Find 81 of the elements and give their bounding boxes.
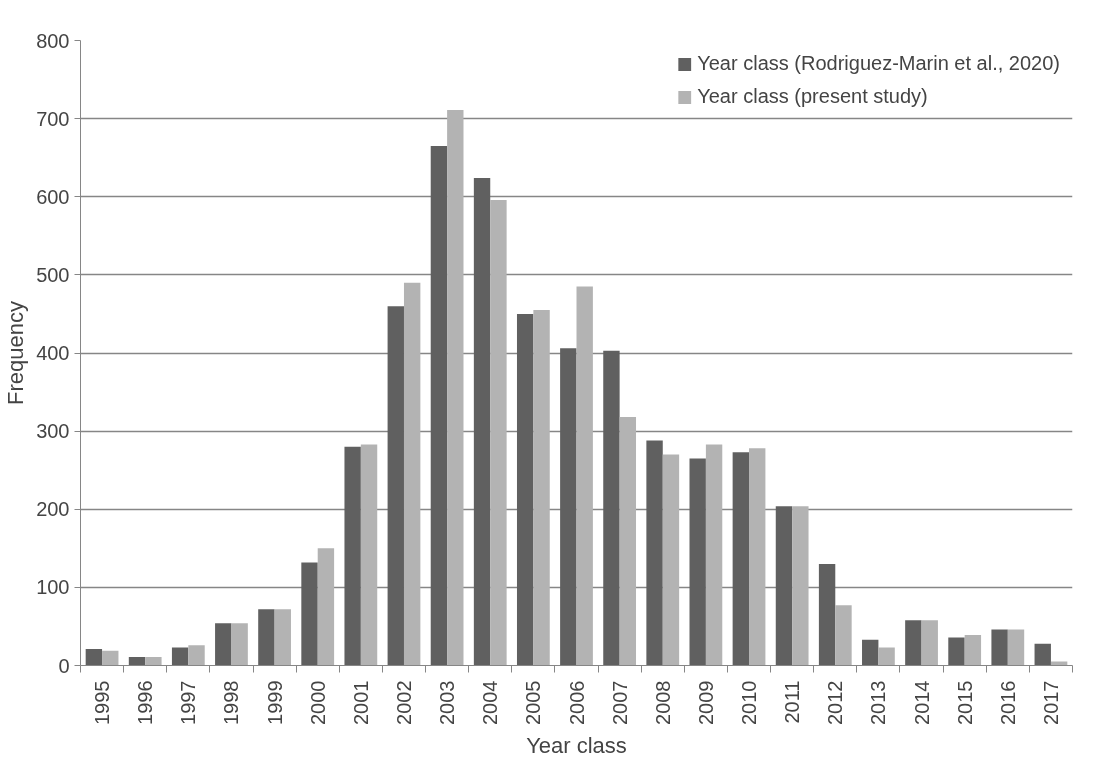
x-tick-label: 2017 (1039, 680, 1062, 725)
bar (646, 440, 663, 666)
bar (878, 647, 895, 666)
bar (215, 623, 232, 666)
x-tick-label: 2010 (738, 680, 761, 725)
x-tick-label: 1996 (134, 680, 157, 725)
bar (430, 145, 448, 666)
bar (705, 444, 723, 666)
legend-label: Year class (Rodriguez-Marin et al., 2020) (697, 52, 1060, 75)
bar (991, 629, 1008, 666)
bar (344, 446, 361, 666)
bar (301, 562, 318, 666)
bar (403, 282, 421, 666)
bar (905, 620, 922, 666)
bar (775, 506, 793, 666)
bar (835, 605, 852, 666)
bar (964, 635, 982, 666)
x-tick-label: 2014 (910, 680, 933, 725)
bar (533, 310, 550, 666)
x-tick-label: 2016 (996, 680, 1019, 725)
bar (171, 647, 189, 666)
bar (662, 454, 680, 666)
bar (447, 110, 464, 666)
bar (473, 178, 491, 666)
bar (188, 645, 205, 666)
bar (576, 286, 593, 666)
y-tick-label: 400 (36, 342, 70, 364)
bar (145, 656, 162, 666)
bar (516, 313, 534, 666)
y-tick-label: 700 (36, 107, 70, 130)
y-tick-label: 0 (58, 654, 70, 677)
bar (732, 452, 750, 666)
x-tick-label: 1997 (177, 680, 200, 725)
bar (231, 623, 248, 666)
bar (603, 350, 620, 666)
x-tick-label: 2009 (694, 680, 717, 725)
x-tick-label: 2003 (436, 680, 459, 725)
bar (862, 639, 879, 666)
bar (619, 417, 637, 666)
bar (560, 348, 577, 666)
legend-label: Year class (present study) (697, 85, 928, 108)
x-tick-label: 2002 (392, 680, 415, 725)
y-tick-label: 200 (36, 498, 70, 521)
x-tick-label: 2012 (824, 680, 847, 725)
bar (360, 444, 378, 666)
y-tick-label: 100 (36, 576, 70, 599)
bar (749, 448, 766, 666)
x-tick-label: 2004 (479, 680, 502, 725)
x-axis-title: Year class (526, 732, 627, 758)
bar (490, 199, 507, 666)
y-tick-label: 500 (36, 263, 70, 286)
y-tick-label: 800 (36, 29, 70, 52)
bar (1007, 629, 1025, 666)
x-tick-label: 2001 (349, 680, 372, 725)
x-tick-label: 2015 (953, 680, 976, 725)
x-tick-label: 2007 (608, 680, 631, 725)
x-tick-label: 1998 (220, 680, 243, 725)
x-tick-label: 1999 (263, 680, 286, 725)
y-tick-label: 300 (36, 420, 70, 443)
bar (689, 458, 706, 666)
bar (818, 563, 836, 666)
y-axis-title: Frequency (3, 301, 29, 405)
x-tick-label: 2006 (565, 680, 588, 725)
y-tick-label: 600 (36, 185, 70, 208)
bar (102, 650, 119, 666)
bar (274, 609, 291, 666)
bar (128, 656, 146, 666)
x-tick-label: 2011 (781, 680, 804, 724)
bar (387, 306, 404, 666)
bar (1034, 643, 1051, 666)
bar (317, 548, 335, 666)
bar (85, 649, 103, 666)
bar (792, 506, 809, 666)
x-tick-label: 1995 (91, 680, 114, 725)
bar (921, 620, 938, 666)
bar (258, 609, 275, 666)
bar (948, 637, 965, 666)
x-tick-label: 2013 (867, 680, 890, 725)
x-tick-label: 2000 (306, 680, 329, 725)
x-tick-label: 2005 (522, 680, 545, 725)
x-tick-label: 2008 (651, 680, 674, 725)
